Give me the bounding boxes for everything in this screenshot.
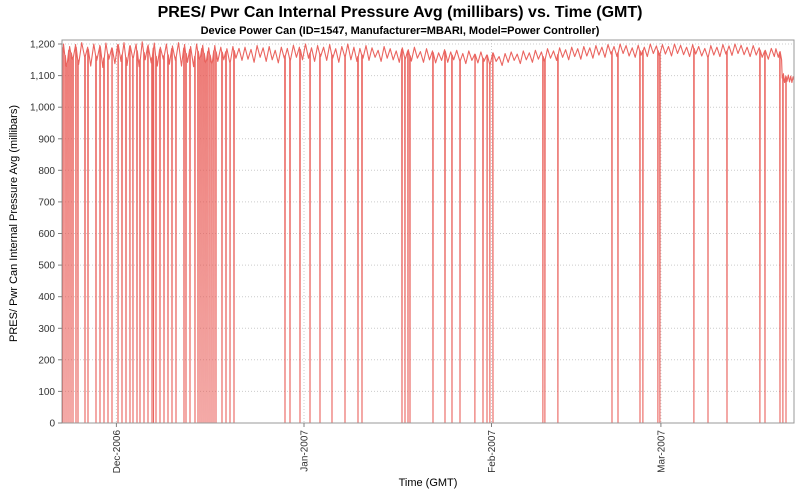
y-tick-label: 700 [38,197,55,208]
y-tick-label: 900 [38,134,55,145]
y-tick-label: 1,100 [30,71,55,82]
y-tick-label: 0 [49,419,55,430]
y-tick-label: 100 [38,387,55,398]
x-tick-label: Mar-2007 [656,430,667,473]
x-tick-label: Feb-2007 [487,430,498,473]
x-tick-label: Jan-2007 [300,430,311,472]
y-tick-label: 600 [38,229,55,240]
series-path [61,41,795,424]
y-tick-label: 300 [38,324,55,335]
y-tick-label: 800 [38,166,55,177]
chart-title: PRES/ Pwr Can Internal Pressure Avg (mil… [157,4,643,21]
y-tick-label: 1,200 [30,40,55,51]
plot-border [61,39,795,424]
y-tick-label: 500 [38,261,55,272]
chart-subtitle: Device Power Can (ID=1547, Manufacturer=… [200,25,600,37]
y-tick-label: 200 [38,355,55,366]
x-axis-title: Time (GMT) [398,477,458,489]
x-tick-label: Dec-2006 [112,430,123,474]
y-tick-label: 400 [38,292,55,303]
y-tick-label: 1,000 [30,103,55,114]
